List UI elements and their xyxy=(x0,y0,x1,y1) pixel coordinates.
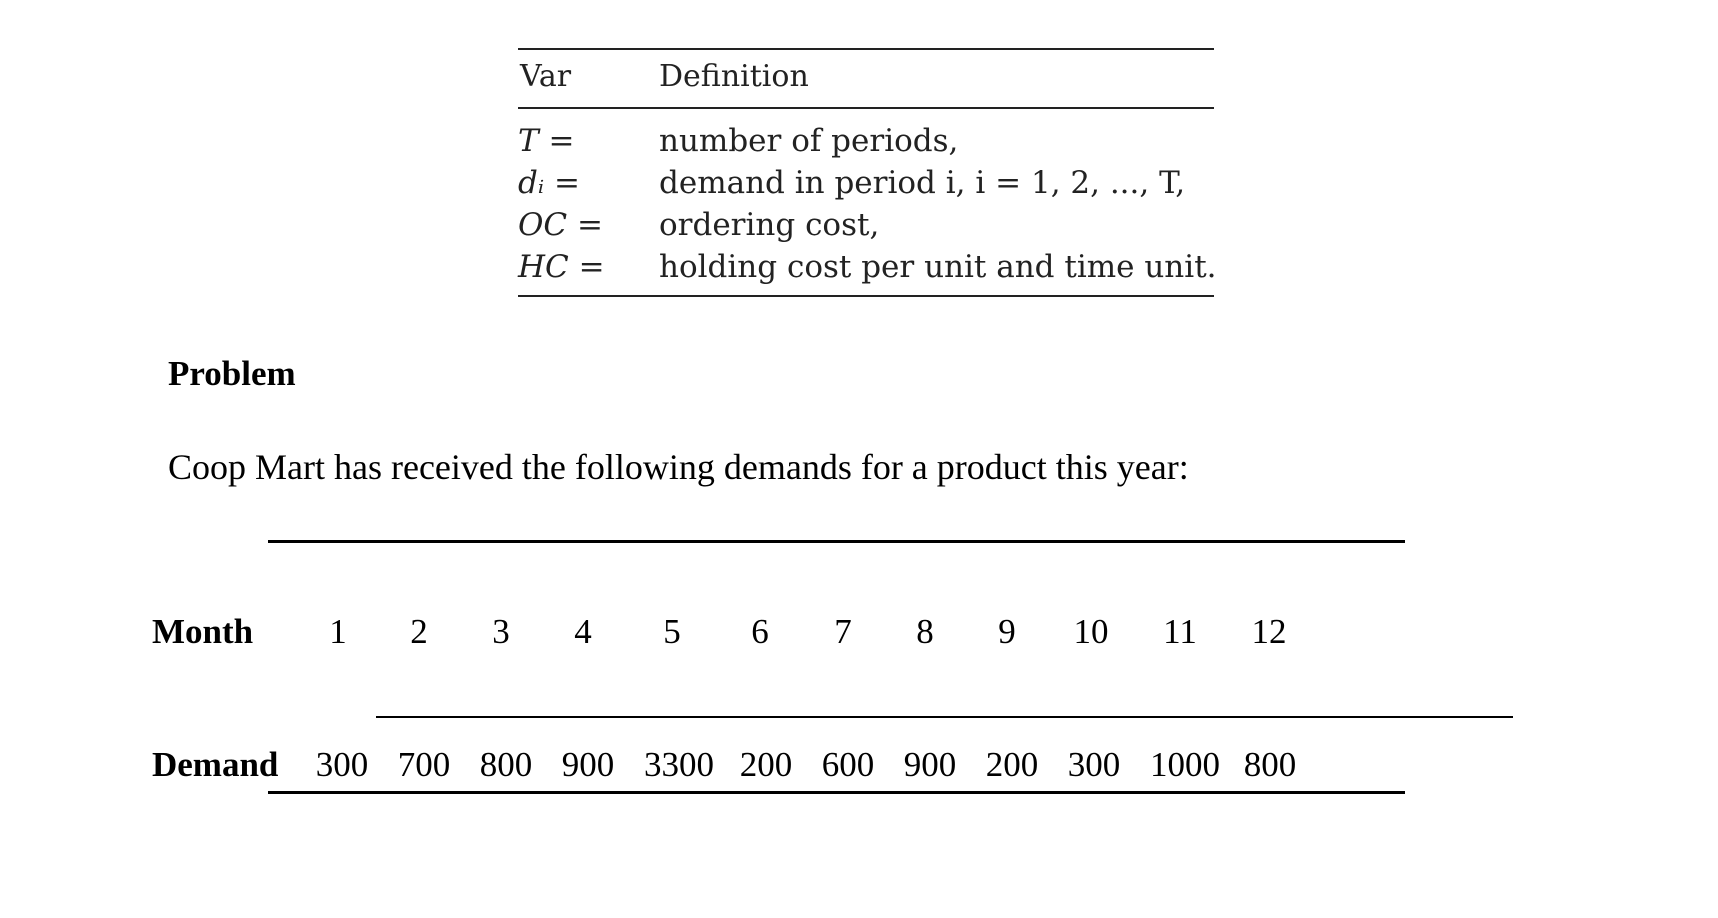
demand-cell: 1000 xyxy=(1150,745,1220,784)
month-cell: 4 xyxy=(574,612,592,651)
variable-definition: holding cost per unit and time unit. xyxy=(659,249,1217,285)
month-row-label: Month xyxy=(152,612,254,651)
demand-table-bottom-rule xyxy=(268,791,1405,794)
month-cell: 6 xyxy=(751,612,769,651)
month-cell: 12 xyxy=(1251,612,1287,651)
variable-symbol: T = xyxy=(518,123,575,159)
demand-cell: 3300 xyxy=(644,745,714,784)
month-cell: 11 xyxy=(1163,612,1197,651)
demand-cell: 800 xyxy=(479,745,533,784)
table-bottom-rule xyxy=(518,295,1214,297)
demand-table-mid-rule xyxy=(376,716,1513,718)
demand-cell: 200 xyxy=(985,745,1039,784)
month-cell: 7 xyxy=(834,612,852,651)
definition-column-header: Definition xyxy=(659,59,809,94)
demand-table-top-rule xyxy=(268,540,1405,543)
month-cell: 10 xyxy=(1073,612,1109,651)
variable-symbol: HC = xyxy=(518,249,605,285)
month-cell: 2 xyxy=(410,612,428,651)
demand-cell: 200 xyxy=(739,745,793,784)
demand-row-label: Demand xyxy=(152,745,279,784)
variable-symbol: dᵢ = xyxy=(518,165,580,201)
variable-definition: number of periods, xyxy=(659,123,959,159)
month-cell: 9 xyxy=(998,612,1016,651)
demand-cell: 600 xyxy=(821,745,875,784)
variable-definition: ordering cost, xyxy=(659,207,880,243)
month-cell: 3 xyxy=(492,612,510,651)
problem-heading: Problem xyxy=(168,354,296,393)
month-cell: 5 xyxy=(663,612,681,651)
problem-statement: Coop Mart has received the following dem… xyxy=(168,447,1189,487)
var-column-header: Var xyxy=(520,59,572,94)
table-top-rule xyxy=(518,48,1214,50)
demand-cell: 300 xyxy=(315,745,369,784)
demand-cell: 900 xyxy=(903,745,957,784)
month-cell: 1 xyxy=(329,612,347,651)
demand-cell: 300 xyxy=(1067,745,1121,784)
demand-cell: 800 xyxy=(1243,745,1297,784)
demand-cell: 900 xyxy=(561,745,615,784)
variable-symbol: OC = xyxy=(518,207,603,243)
table-header-rule xyxy=(518,107,1214,109)
variable-definition: demand in period i, i = 1, 2, ..., T, xyxy=(659,165,1186,201)
demand-cell: 700 xyxy=(397,745,451,784)
month-cell: 8 xyxy=(916,612,934,651)
